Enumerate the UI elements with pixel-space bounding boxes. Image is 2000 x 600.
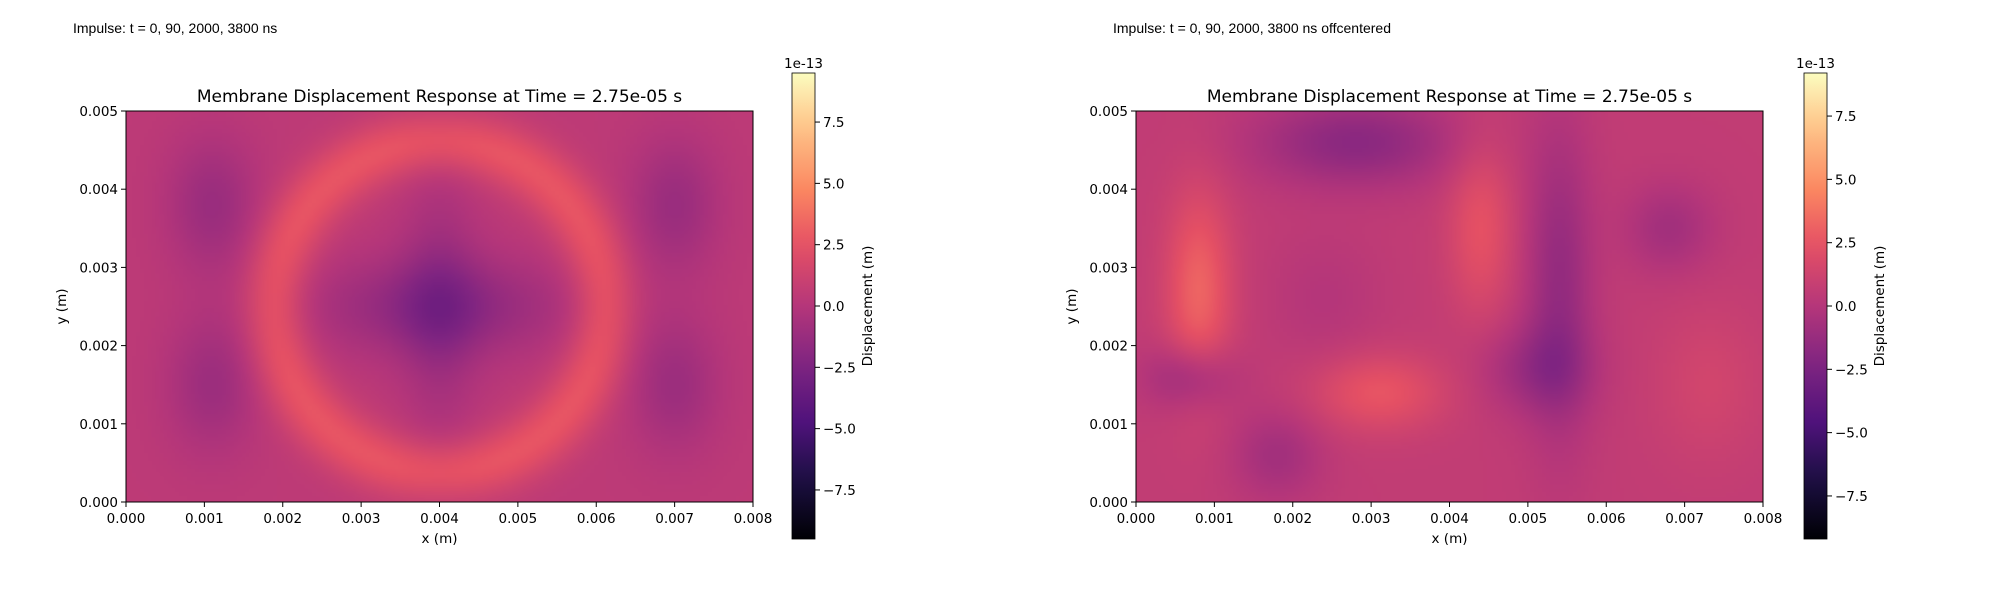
- heatmap-image: [1136, 111, 1763, 502]
- colorbar-tick-label: 2.5: [823, 238, 844, 254]
- x-tick-label: 0.004: [1430, 511, 1469, 527]
- colorbar-tick-label: −2.5: [1835, 362, 1868, 378]
- y-tick-label: 0.000: [1089, 495, 1128, 511]
- colorbar-tick-label: −5.0: [1835, 426, 1868, 442]
- x-tick-label: 0.007: [1665, 511, 1704, 527]
- y-tick-label: 0.005: [79, 104, 118, 120]
- x-tick-label: 0.001: [1195, 511, 1234, 527]
- x-tick-label: 0.005: [499, 511, 538, 527]
- y-tick-label: 0.002: [79, 339, 118, 355]
- colorbar: [791, 72, 816, 540]
- colorbar-offset-text: 1e-13: [784, 56, 823, 72]
- x-tick-label: 0.007: [655, 511, 694, 527]
- colorbar-label: Displacement (m): [860, 246, 876, 367]
- x-tick-label: 0.002: [263, 511, 302, 527]
- x-tick-label: 0.006: [577, 511, 616, 527]
- x-tick-label: 0.000: [1117, 511, 1156, 527]
- y-tick-label: 0.001: [1089, 417, 1128, 433]
- y-tick-label: 0.004: [79, 182, 118, 198]
- colorbar-tick-label: 7.5: [1835, 109, 1856, 125]
- colorbar-tick-label: −5.0: [823, 422, 856, 438]
- x-tick-label: 0.008: [734, 511, 773, 527]
- y-tick-label: 0.003: [79, 260, 118, 276]
- x-axis-label: x (m): [1432, 531, 1468, 547]
- colorbar-tick-label: 5.0: [823, 176, 844, 192]
- figure-caption-left: Impulse: t = 0, 90, 2000, 3800 ns: [73, 20, 278, 36]
- colorbar-offset-text: 1e-13: [1796, 56, 1835, 72]
- x-tick-label: 0.004: [420, 511, 459, 527]
- heatmap-image: [126, 111, 753, 502]
- y-tick-label: 0.001: [79, 417, 118, 433]
- x-tick-label: 0.003: [1352, 511, 1391, 527]
- y-tick-label: 0.000: [79, 495, 118, 511]
- y-tick-label: 0.002: [1089, 339, 1128, 355]
- x-tick-label: 0.006: [1587, 511, 1626, 527]
- chart-title: Membrane Displacement Response at Time =…: [197, 87, 682, 107]
- x-tick-label: 0.008: [1744, 511, 1783, 527]
- figure-caption-right: Impulse: t = 0, 90, 2000, 3800 ns offcen…: [1113, 20, 1391, 36]
- y-axis-label: y (m): [54, 289, 70, 325]
- x-tick-label: 0.000: [107, 511, 146, 527]
- y-tick-label: 0.005: [1089, 104, 1128, 120]
- heatmap-panel-1: Membrane Displacement Response at Time =…: [54, 56, 876, 547]
- colorbar-tick-label: 7.5: [823, 115, 844, 131]
- colorbar-tick-label: 2.5: [1835, 236, 1856, 252]
- colorbar-tick-label: 0.0: [823, 299, 844, 315]
- colorbar-tick-label: −7.5: [823, 483, 856, 499]
- x-tick-label: 0.005: [1509, 511, 1548, 527]
- x-tick-label: 0.001: [185, 511, 224, 527]
- colorbar-tick-label: −2.5: [823, 360, 856, 376]
- colorbar-tick-label: 0.0: [1835, 299, 1856, 315]
- colorbar: [1803, 72, 1828, 540]
- colorbar-tick-label: 5.0: [1835, 172, 1856, 188]
- colorbar-tick-label: −7.5: [1835, 489, 1868, 505]
- y-tick-label: 0.003: [1089, 260, 1128, 276]
- y-axis-label: y (m): [1064, 289, 1080, 325]
- chart-title: Membrane Displacement Response at Time =…: [1207, 87, 1692, 107]
- x-axis-label: x (m): [422, 531, 458, 547]
- y-tick-label: 0.004: [1089, 182, 1128, 198]
- colorbar-label: Displacement (m): [1872, 246, 1888, 367]
- x-tick-label: 0.003: [342, 511, 381, 527]
- heatmap-panel-2: Membrane Displacement Response at Time =…: [1064, 56, 1888, 547]
- x-tick-label: 0.002: [1273, 511, 1312, 527]
